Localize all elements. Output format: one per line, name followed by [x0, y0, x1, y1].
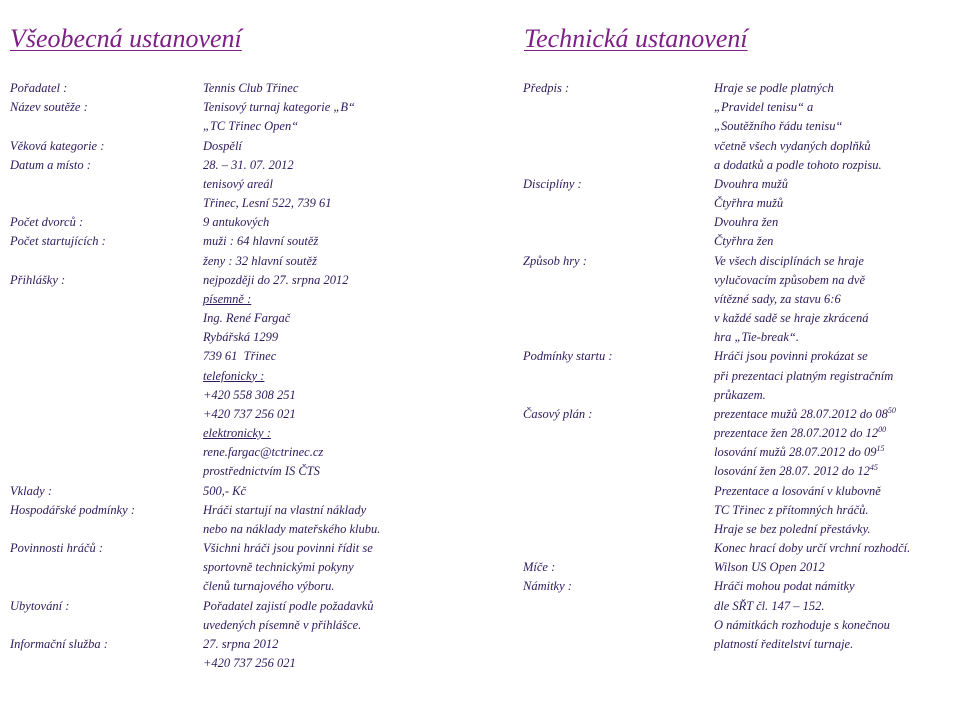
field-value: Prezentace a losování v klubovně: [714, 483, 881, 498]
field-value: Tennis Club Třinec: [203, 81, 299, 95]
value-text: telefonicky :: [203, 368, 265, 383]
field-value: a dodatků a podle tohoto rozpisu.: [714, 157, 882, 172]
field-value: Tenisový turnaj kategorie „B“: [203, 100, 355, 115]
field-label: Datum a místo :: [10, 157, 91, 172]
field-value: Wilson US Open 2012: [714, 560, 825, 575]
field-value: nebo na náklady mateřského klubu.: [203, 521, 381, 536]
time-minutes: 45: [869, 463, 878, 473]
field-value: Ve všech disciplínách se hraje: [714, 253, 864, 268]
field-value: vítězné sady, za stavu 6:6: [714, 291, 841, 306]
field-value: ženy : 32 hlavní soutěž: [203, 253, 317, 268]
field-value: dle SŘT čl. 147 – 152.: [714, 598, 825, 613]
field-value: Hráči mohou podat námitky: [714, 579, 855, 594]
field-value: Konec hrací doby určí vrchní rozhodčí.: [714, 541, 911, 556]
field-label: Podmínky startu :: [523, 349, 613, 364]
field-value: prezentace žen 28.07.2012 do 1200: [714, 425, 886, 441]
field-value: +420 737 256 021: [203, 656, 296, 671]
value-text: losování žen 28.07. 2012 do 12: [714, 464, 870, 479]
field-value: průkazem.: [714, 387, 766, 402]
field-label: Informační služba :: [10, 636, 108, 651]
field-value: prostřednictvím IS ČTS: [203, 464, 320, 479]
field-value: platností ředitelství turnaje.: [714, 636, 854, 651]
field-value: při prezentaci platným registračním: [714, 368, 894, 383]
field-value: +420 558 308 251: [203, 387, 296, 402]
field-value: prezentace mužů 28.07.2012 do 0850: [714, 406, 896, 422]
field-value: muži : 64 hlavní soutěž: [203, 234, 319, 249]
field-value: 739 61 Třinec: [203, 349, 277, 364]
field-label: Vklady :: [10, 483, 52, 498]
field-label: Způsob hry :: [523, 253, 587, 268]
field-label: Pořadatel :: [10, 81, 68, 95]
value-text: losování mužů 28.07.2012 do 09: [714, 445, 877, 460]
field-value: losování mužů 28.07.2012 do 0915: [714, 444, 885, 460]
field-value: Dvouhra žen: [714, 215, 779, 230]
field-label: Počet startujících :: [10, 234, 106, 249]
field-label: Námitky :: [523, 579, 572, 594]
field-label: Počet dvorců :: [10, 215, 84, 230]
field-value: O námitkách rozhoduje s konečnou: [714, 617, 890, 632]
field-value: TC Třinec z přítomných hráčů.: [714, 502, 869, 517]
field-value: nejpozději do 27. srpna 2012: [203, 272, 349, 287]
field-value: „TC Třinec Open“: [203, 119, 299, 134]
field-value: v každé sadě se hraje zkrácená: [714, 311, 869, 326]
field-value: Ing. René Fargač: [203, 311, 291, 326]
field-label: Míče :: [523, 560, 556, 575]
field-label: Název soutěže :: [10, 100, 88, 115]
field-value: „Pravidel tenisu“ a: [714, 100, 814, 115]
field-label: Disciplíny :: [523, 176, 582, 191]
field-value: Dospělí: [203, 138, 242, 153]
field-label: Hospodářské podmínky :: [10, 502, 135, 517]
field-label: Povinnosti hráčů :: [10, 541, 104, 556]
field-value: 9 antukových: [203, 215, 270, 230]
field-value: Čtyřhra mužů: [714, 196, 784, 211]
field-value: Hraje se bez polední přestávky.: [714, 521, 871, 536]
field-value: sportovně technickými pokyny: [203, 560, 354, 575]
field-value: Dvouhra mužů: [714, 176, 788, 191]
field-value: uvedených písemně v přihlášce.: [203, 617, 362, 632]
field-value: Pořadatel zajistí podle požadavků: [203, 598, 374, 613]
field-value: rene.fargac@tctrinec.cz: [203, 445, 324, 460]
field-value: Třinec, Lesní 522, 739 61: [203, 196, 332, 211]
field-value: Hráči jsou povinni prokázat se: [714, 349, 868, 364]
field-value: losování žen 28.07. 2012 do 1245: [714, 463, 878, 479]
field-value: členů turnajového výboru.: [203, 579, 335, 594]
field-value: Rybářská 1299: [203, 330, 279, 345]
field-value: 27. srpna 2012: [203, 636, 279, 651]
field-label: Předpis :: [523, 81, 570, 95]
time-minutes: 15: [876, 444, 885, 454]
field-value: včetně všech vydaných doplňků: [714, 138, 871, 153]
field-value: elektronicky :: [203, 425, 271, 441]
field-label: Přihlášky :: [10, 272, 66, 287]
field-value: Hraje se podle platných: [714, 81, 834, 95]
field-value: písemně :: [203, 291, 251, 307]
field-value: Čtyřhra žen: [714, 234, 774, 249]
field-value: hra „Tie-break“.: [714, 330, 799, 345]
field-value: Všichni hráči jsou povinni řídit se: [203, 541, 373, 556]
field-value: 500,- Kč: [203, 483, 247, 498]
value-text: elektronicky :: [203, 426, 271, 441]
field-value: „Soutěžního řádu tenisu“: [714, 119, 843, 134]
field-label: Věková kategorie :: [10, 138, 105, 153]
value-text: prezentace žen 28.07.2012 do 12: [714, 426, 879, 441]
field-value: Hráči startují na vlastní náklady: [203, 502, 367, 517]
section-heading: Všeobecná ustanovení: [10, 24, 242, 53]
field-value: telefonicky :: [203, 368, 264, 384]
field-value: tenisový areál: [203, 176, 274, 191]
field-value: vylučovacím způsobem na dvě: [714, 272, 865, 287]
time-minutes: 50: [887, 405, 896, 415]
value-text: prezentace mužů 28.07.2012 do 08: [714, 406, 888, 421]
section-heading: Technická ustanovení: [524, 24, 748, 53]
time-minutes: 00: [878, 425, 887, 435]
field-label: Časový plán :: [523, 406, 593, 421]
value-text: písemně :: [203, 291, 252, 306]
field-value: +420 737 256 021: [203, 406, 296, 421]
field-value: 28. – 31. 07. 2012: [203, 157, 294, 172]
field-label: Ubytování :: [10, 598, 70, 613]
